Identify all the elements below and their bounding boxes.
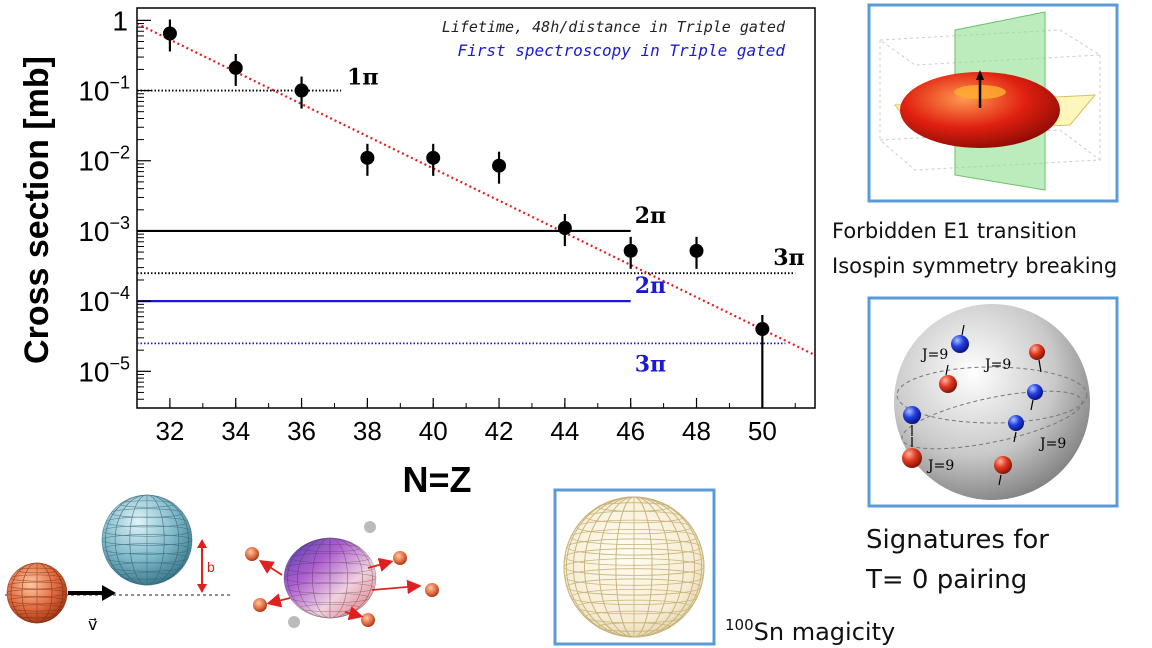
y-tick-label: 10−5 xyxy=(78,353,130,387)
longitude-line xyxy=(565,496,703,638)
impact-arrow-down-icon xyxy=(197,584,207,593)
emitted-fragments xyxy=(245,521,439,628)
x-tick-label: 44 xyxy=(550,416,579,446)
proton xyxy=(902,448,922,468)
x-tick-label: 38 xyxy=(353,416,382,446)
neutron xyxy=(1027,384,1043,400)
projectile-grid xyxy=(6,562,68,624)
longitude-line xyxy=(287,537,373,619)
y-axis-label: Cross section [mb] xyxy=(18,56,56,364)
reaction-illustration: v⃗ b xyxy=(5,494,439,634)
threshold-label: 2π xyxy=(635,203,666,229)
fragment xyxy=(288,616,300,628)
target-grid xyxy=(101,494,193,586)
sphere-orbits xyxy=(896,366,1088,450)
annotation-lifetime: Lifetime, 48h/distance in Triple gated xyxy=(442,18,786,36)
neutron xyxy=(903,406,921,424)
arrow-head-icon xyxy=(976,70,984,80)
fragment xyxy=(425,583,439,597)
e1-caption-line2: Isospin symmetry breaking xyxy=(832,254,1117,278)
impact-label: b xyxy=(207,559,215,575)
data-point xyxy=(557,221,572,236)
sn100-caption-text: Sn magicity xyxy=(754,618,896,646)
fragment xyxy=(245,547,259,561)
x-tick-label: 46 xyxy=(616,416,645,446)
y-tick-label: 10−2 xyxy=(78,143,130,177)
pairing-caption-line2: T= 0 pairing xyxy=(865,565,1027,595)
x-tick-label: 34 xyxy=(221,416,250,446)
data-point xyxy=(492,158,507,173)
velocity-arrow-head-icon xyxy=(102,585,116,601)
fragment xyxy=(364,521,376,533)
y-axis-ticks: 1 10−1 10−2 10−3 10−4 10−5 xyxy=(78,5,151,409)
data-point xyxy=(426,150,441,165)
velocity-label: v⃗ xyxy=(88,615,97,634)
x-tick-label: 48 xyxy=(682,416,711,446)
pairing-label: J=9 xyxy=(926,458,954,474)
sn100-caption: 100Sn magicity xyxy=(725,616,895,646)
x-tick-label: 36 xyxy=(287,416,316,446)
x-tick-label: 32 xyxy=(155,416,184,446)
data-point xyxy=(360,150,375,165)
y-tick-label: 1 xyxy=(112,5,128,36)
x-axis-ticks: 32 34 36 38 40 42 44 46 48 50 xyxy=(136,398,796,446)
fragment xyxy=(393,551,407,565)
fragment xyxy=(361,613,375,627)
pairing-sphere xyxy=(894,304,1090,500)
proton xyxy=(1029,344,1045,360)
nucleon-pairs xyxy=(902,335,1045,474)
pairing-panel: J=9 J=9 J=9 J=9 xyxy=(867,296,1119,508)
fragment-arrows xyxy=(258,557,422,621)
dipole-torus xyxy=(900,72,1060,148)
pairing-label: J=9 xyxy=(920,347,948,363)
annotation-spectroscopy: First spectroscopy in Triple gated xyxy=(457,41,785,60)
threshold-lines: 1π 2π 3π 2π 3π xyxy=(137,65,805,377)
x-axis-label: N=Z xyxy=(402,459,471,500)
data-point xyxy=(623,243,638,258)
impact-arrow-up-icon xyxy=(197,539,207,548)
x-tick-label: 40 xyxy=(419,416,448,446)
threshold-label: 1π xyxy=(347,65,378,91)
data-point xyxy=(228,60,243,75)
y-tick-label: 10−1 xyxy=(78,73,130,107)
proton xyxy=(994,456,1012,474)
cross-section-chart: 1π 2π 3π 2π 3π 32 34 36 38 40 42 44 46 48 50 1 10−1 10−… xyxy=(18,5,816,500)
e1-caption-line1: Forbidden E1 transition xyxy=(832,219,1077,243)
neutron xyxy=(1008,415,1024,431)
longitude-line xyxy=(10,562,64,624)
data-point xyxy=(294,83,309,98)
threshold-label: 3π xyxy=(635,351,666,377)
data-points xyxy=(162,19,770,408)
longitude-line xyxy=(105,494,189,586)
neutron xyxy=(951,335,969,353)
trend-line xyxy=(136,22,816,357)
threshold-label: 2π xyxy=(635,273,666,299)
data-point xyxy=(755,322,770,337)
pairing-labels: J=9 J=9 J=9 J=9 xyxy=(920,347,1066,474)
x-tick-label: 42 xyxy=(485,416,514,446)
fragment xyxy=(253,598,267,612)
proton xyxy=(939,375,957,393)
spin-arrows xyxy=(911,324,1042,486)
mass-number: 100 xyxy=(725,616,754,634)
y-tick-label: 10−4 xyxy=(78,283,130,317)
y-tick-label: 10−3 xyxy=(78,213,130,247)
x-tick-label: 50 xyxy=(748,416,777,446)
pairing-label: J=9 xyxy=(983,357,1011,373)
sn100-panel xyxy=(553,488,716,646)
pairing-caption-line1: Signatures for xyxy=(866,525,1049,555)
data-point xyxy=(689,243,704,258)
e1-transition-panel xyxy=(867,3,1119,203)
data-point xyxy=(162,26,177,41)
plot-frame xyxy=(136,7,816,409)
threshold-label: 3π xyxy=(773,245,804,271)
pairing-label: J=9 xyxy=(1038,436,1066,452)
sn100-wireframe xyxy=(563,496,705,638)
